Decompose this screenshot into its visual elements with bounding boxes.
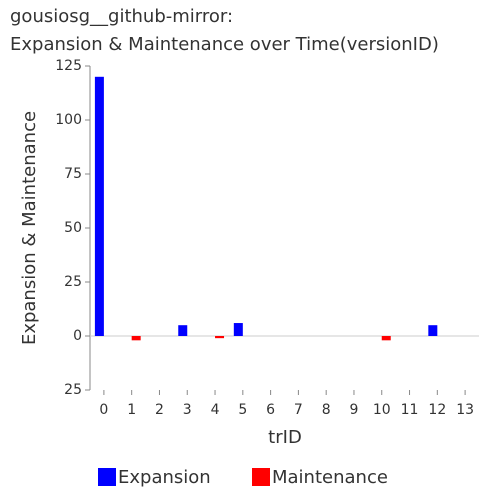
legend-label: Expansion bbox=[118, 467, 211, 488]
x-tick-label: 8 bbox=[322, 402, 331, 418]
bar bbox=[94, 76, 104, 337]
x-tick-label: 13 bbox=[456, 402, 474, 418]
x-tick-label: 9 bbox=[350, 402, 359, 418]
chart-title: Expansion & Maintenance over Time(versio… bbox=[10, 34, 439, 55]
x-tick-label: 11 bbox=[401, 402, 419, 418]
bar bbox=[178, 325, 188, 336]
x-tick-label: 4 bbox=[211, 402, 220, 418]
bar bbox=[381, 336, 391, 341]
y-tick-label: 25 bbox=[64, 274, 82, 290]
x-tick-label: 0 bbox=[99, 402, 108, 418]
x-axis-label: trID bbox=[268, 427, 302, 448]
bar bbox=[428, 325, 438, 336]
x-tick-label: 2 bbox=[155, 402, 164, 418]
legend-swatch bbox=[98, 468, 116, 486]
y-tick-label: 75 bbox=[64, 166, 82, 182]
x-tick-label: 12 bbox=[428, 402, 446, 418]
legend-swatch bbox=[252, 468, 270, 486]
x-tick-label: 3 bbox=[183, 402, 192, 418]
x-tick-label: 10 bbox=[373, 402, 391, 418]
x-tick-label: 5 bbox=[238, 402, 247, 418]
y-tick-label: 100 bbox=[55, 112, 82, 128]
y-tick-label: 25 bbox=[64, 382, 82, 398]
y-tick-label: 50 bbox=[64, 220, 82, 236]
x-tick-label: 1 bbox=[127, 402, 136, 418]
x-tick-label: 7 bbox=[294, 402, 303, 418]
y-axis-label: Expansion & Maintenance bbox=[19, 111, 40, 345]
bar bbox=[233, 323, 243, 336]
y-tick-label: 125 bbox=[55, 58, 82, 74]
y-tick-label: 0 bbox=[73, 328, 82, 344]
chart-title: gousiosg__github-mirror: bbox=[10, 6, 233, 27]
bar bbox=[215, 336, 225, 339]
legend-label: Maintenance bbox=[272, 467, 388, 488]
x-tick-label: 6 bbox=[266, 402, 275, 418]
bar bbox=[131, 336, 141, 341]
